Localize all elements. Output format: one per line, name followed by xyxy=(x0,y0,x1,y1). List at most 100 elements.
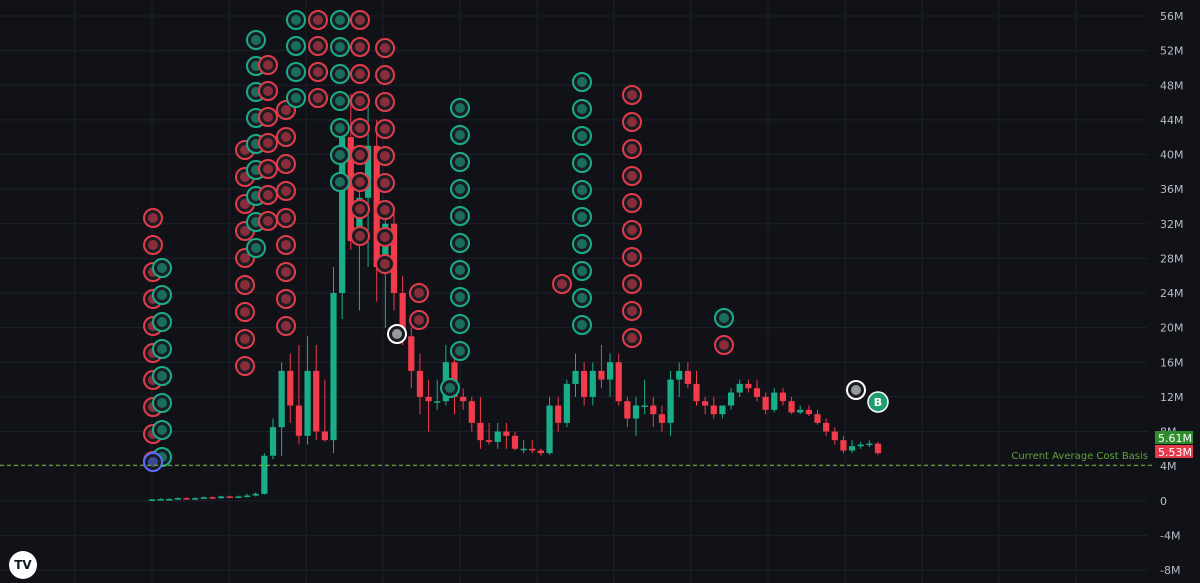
candle-body-up[interactable] xyxy=(727,392,735,406)
candle-body-up[interactable] xyxy=(667,379,674,423)
candle-body-down[interactable] xyxy=(347,137,354,242)
candle-body-down[interactable] xyxy=(537,450,545,454)
candle-body-down[interactable] xyxy=(753,388,761,397)
candle-body-down[interactable] xyxy=(460,396,467,402)
trade-bubble-avatar xyxy=(263,86,273,96)
trade-bubble-avatar xyxy=(313,93,323,103)
candle-body-up[interactable] xyxy=(243,495,251,498)
candle-body-down[interactable] xyxy=(710,405,717,415)
candle-body-up[interactable] xyxy=(563,383,570,423)
candle-body-up[interactable] xyxy=(252,493,259,496)
price-tag xyxy=(1155,431,1193,444)
candle-body-down[interactable] xyxy=(485,440,493,442)
candle-body-down[interactable] xyxy=(702,401,709,406)
candle-body-down[interactable] xyxy=(390,223,398,293)
candle-body-up[interactable] xyxy=(200,497,207,499)
candle-body-up[interactable] xyxy=(339,137,346,293)
candle-body-down[interactable] xyxy=(840,440,847,451)
candle-body-down[interactable] xyxy=(511,435,519,449)
candle-body-down[interactable] xyxy=(209,497,216,499)
candle-body-up[interactable] xyxy=(157,499,164,501)
candle-body-up[interactable] xyxy=(278,370,285,428)
candle-body-down[interactable] xyxy=(814,414,821,423)
candle-body-down[interactable] xyxy=(399,293,406,337)
trade-bubble-avatar xyxy=(455,157,465,167)
tradingview-logo-icon[interactable]: TV xyxy=(9,551,37,579)
candle-body-down[interactable] xyxy=(416,370,424,397)
candle-body-up[interactable] xyxy=(848,446,856,451)
candle-body-down[interactable] xyxy=(693,383,700,402)
buy-marker-icon[interactable] xyxy=(867,391,889,413)
candle-body-up[interactable] xyxy=(572,370,579,384)
candle-body-up[interactable] xyxy=(261,455,268,494)
candle-body-down[interactable] xyxy=(581,370,588,397)
candle-body-down[interactable] xyxy=(874,443,882,454)
candle-body-down[interactable] xyxy=(477,422,484,441)
candle-body-down[interactable] xyxy=(779,392,787,402)
candle-body-up[interactable] xyxy=(174,498,182,500)
trade-bubble-avatar xyxy=(335,96,345,106)
candle-body-down[interactable] xyxy=(831,431,838,441)
trade-bubble-avatar xyxy=(380,124,390,134)
candle-body-down[interactable] xyxy=(295,405,303,436)
candle-body-down[interactable] xyxy=(468,401,475,423)
price-tag-label: 5.53M xyxy=(1158,446,1192,459)
candle-body-down[interactable] xyxy=(425,396,432,402)
candle-body-up[interactable] xyxy=(269,427,277,456)
candle-body-up[interactable] xyxy=(218,496,225,499)
candle-body-down[interactable] xyxy=(598,370,605,380)
candle-body-down[interactable] xyxy=(313,370,320,432)
candle-body-down[interactable] xyxy=(788,401,795,413)
candle-body-down[interactable] xyxy=(762,396,769,410)
candle-body-up[interactable] xyxy=(364,145,372,198)
candle-body-down[interactable] xyxy=(615,362,622,402)
candle-body-down[interactable] xyxy=(823,422,830,432)
candle-body-down[interactable] xyxy=(529,448,536,451)
candle-body-up[interactable] xyxy=(330,293,337,441)
trade-bubble-avatar xyxy=(157,263,167,273)
candle-body-down[interactable] xyxy=(321,431,328,441)
candle-body-up[interactable] xyxy=(546,405,553,454)
trade-bubble-avatar xyxy=(281,321,291,331)
candle-body-down[interactable] xyxy=(684,370,691,384)
candle-body-down[interactable] xyxy=(555,405,562,423)
candle-body-up[interactable] xyxy=(520,448,527,451)
candle-body-up[interactable] xyxy=(235,496,242,498)
candle-body-up[interactable] xyxy=(676,370,683,380)
y-tick-label: -8M xyxy=(1160,564,1180,577)
candle-body-down[interactable] xyxy=(183,498,190,500)
candle-body-up[interactable] xyxy=(356,197,363,242)
trade-bubble-avatar xyxy=(281,240,291,250)
trade-bubble-avatar xyxy=(627,144,637,154)
trade-bubble-avatar xyxy=(851,385,861,395)
candle-body-up[interactable] xyxy=(736,383,743,393)
candle-body-up[interactable] xyxy=(304,370,311,436)
candle-body-up[interactable] xyxy=(192,498,199,500)
candle-body-down[interactable] xyxy=(650,405,657,415)
candle-body-down[interactable] xyxy=(408,336,415,371)
y-axis[interactable]: 56M52M48M44M40M36M32M28M24M20M16M12M8M4M… xyxy=(1160,10,1184,577)
candle-body-up[interactable] xyxy=(434,401,441,403)
candle-body-down[interactable] xyxy=(226,496,233,498)
candle-body-up[interactable] xyxy=(166,499,173,501)
candle-body-up[interactable] xyxy=(866,443,873,446)
candle-body-up[interactable] xyxy=(719,405,726,415)
candle-body-down[interactable] xyxy=(503,431,510,436)
candle-body-up[interactable] xyxy=(857,444,864,447)
candle-body-up[interactable] xyxy=(494,431,501,442)
candle-body-up[interactable] xyxy=(148,499,156,501)
candle-body-down[interactable] xyxy=(287,370,294,406)
candle-body-up[interactable] xyxy=(641,405,648,408)
candle-body-down[interactable] xyxy=(624,401,631,419)
candle-body-up[interactable] xyxy=(797,409,804,413)
candle-body-up[interactable] xyxy=(632,405,640,419)
candle-body-up[interactable] xyxy=(589,370,596,397)
candle-body-up[interactable] xyxy=(771,392,778,410)
candle-body-down[interactable] xyxy=(658,414,666,423)
y-tick-label: 52M xyxy=(1160,45,1184,58)
candle-body-down[interactable] xyxy=(745,383,752,389)
candle-body-up[interactable] xyxy=(606,362,614,380)
candle-body-down[interactable] xyxy=(805,409,812,415)
